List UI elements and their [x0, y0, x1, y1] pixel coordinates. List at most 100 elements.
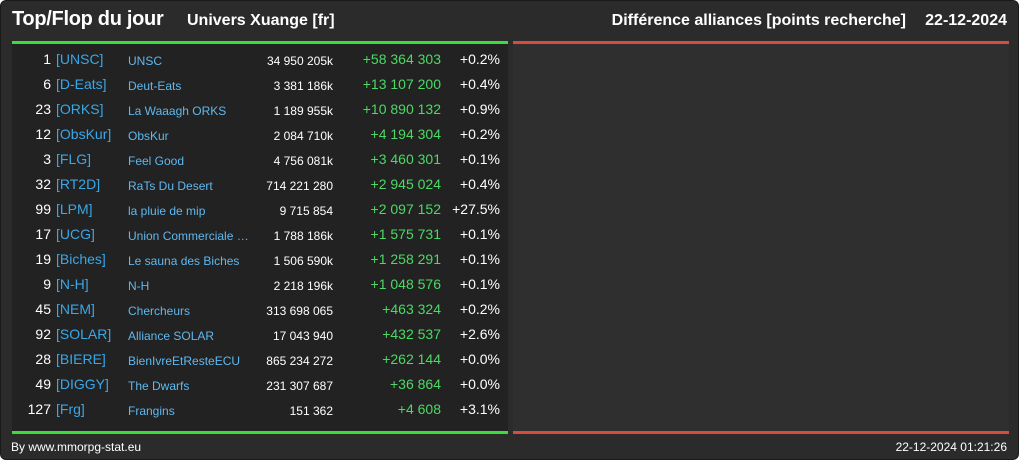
table-row: 45 [NEM] Chercheurs 313 698 065 +463 324 +0.2…: [12, 299, 508, 324]
rank-cell: 92: [35, 326, 51, 342]
flop-panel: [513, 44, 1009, 431]
percent-cell: +0.9%: [459, 101, 500, 117]
table-row: 3 [FLG] Feel Good 4 756 081k +3 460 301 +0.1%: [12, 149, 508, 174]
diff-cell: +4 608: [397, 401, 441, 417]
alliance-tag-link[interactable]: [DIGGY]: [56, 376, 109, 392]
diff-cell: +13 107 200: [362, 76, 441, 92]
table-row: 28 [BIERE] BienIvreEtResteECU 865 234 272 +2…: [12, 349, 508, 374]
table-row: 32 [RT2D] RaTs Du Desert 714 221 280 +2 945 …: [12, 174, 508, 199]
table-row: 19 [Biches] Le sauna des Biches 1 506 590k +…: [12, 249, 508, 274]
top-divider-top: [12, 41, 508, 44]
percent-cell: +0.2%: [459, 51, 500, 67]
date-label: 22-12-2024: [925, 12, 1007, 29]
points-cell: 313 698 065: [266, 304, 333, 318]
percent-cell: +0.0%: [459, 376, 500, 392]
percent-cell: +0.1%: [459, 276, 500, 292]
percent-cell: +0.1%: [459, 226, 500, 242]
rank-cell: 12: [35, 126, 51, 142]
percent-cell: +0.2%: [459, 126, 500, 142]
points-cell: 151 362: [289, 404, 333, 418]
top-divider-bottom: [12, 431, 508, 434]
alliance-tag-link[interactable]: [NEM]: [56, 301, 95, 317]
rank-cell: 127: [27, 401, 51, 417]
points-cell: 1 189 955k: [273, 104, 333, 118]
points-cell: 1 788 186k: [273, 229, 333, 243]
ranking-type-label: Différence alliances [points recherche]: [611, 12, 906, 29]
diff-cell: +1 575 731: [370, 226, 441, 242]
site-credit-link[interactable]: By www.mmorpg-stat.eu: [11, 440, 142, 454]
generated-timestamp: 22-12-2024 01:21:26: [895, 440, 1007, 454]
percent-cell: +3.1%: [459, 401, 500, 417]
points-cell: 34 950 205k: [266, 54, 333, 68]
table-row: 49 [DIGGY] The Dwarfs 231 307 687 +36 864 +0.…: [12, 374, 508, 399]
points-cell: 17 043 940: [272, 329, 333, 343]
percent-cell: +0.4%: [459, 176, 500, 192]
diff-cell: +432 537: [382, 326, 441, 342]
table-row: 23 [ORKS] La Waaagh ORKS 1 189 955k +10 890 …: [12, 99, 508, 124]
rank-cell: 32: [35, 176, 51, 192]
universe-label: Univers Xuange [fr]: [187, 12, 335, 29]
top-panel: 1 [UNSC] UNSC 34 950 205k +58 364 303 +0.2% 6[…: [12, 44, 508, 431]
percent-cell: +0.2%: [459, 301, 500, 317]
diff-cell: +3 460 301: [370, 151, 441, 167]
rank-cell: 99: [35, 201, 51, 217]
rank-cell: 45: [35, 301, 51, 317]
table-row: 9 [N-H] N-H 2 218 196k +1 048 576 +0.1%: [12, 274, 508, 299]
alliance-tag-link[interactable]: [Biches]: [56, 251, 106, 267]
alliance-tag-link[interactable]: [N-H]: [56, 276, 89, 292]
alliance-tag-link[interactable]: [ObsKur]: [56, 126, 112, 142]
points-cell: 865 234 272: [266, 354, 333, 368]
points-cell: 231 307 687: [266, 379, 333, 393]
table-row: 92 [SOLAR] Alliance SOLAR 17 043 940 +432 53…: [12, 324, 508, 349]
rank-cell: 1: [43, 51, 51, 67]
flop-divider-bottom: [513, 431, 1009, 434]
table-row: 127 [Frg] Frangins 151 362 +4 608 +3.1%: [12, 399, 508, 424]
alliance-tag-link[interactable]: [UNSC]: [56, 51, 104, 67]
table-row: 6 [D-Eats] Deut-Eats 3 381 186k +13 107 200 +…: [12, 74, 508, 99]
percent-cell: +27.5%: [452, 201, 500, 217]
table-row: 1 [UNSC] UNSC 34 950 205k +58 364 303 +0.2%: [12, 49, 508, 74]
rank-cell: 17: [35, 226, 51, 242]
alliance-tag-link[interactable]: [LPM]: [56, 201, 93, 217]
page-title: Top/Flop du jour: [12, 8, 164, 30]
percent-cell: +0.4%: [459, 76, 500, 92]
alliance-tag-link[interactable]: [D-Eats]: [56, 76, 107, 92]
alliance-tag-link[interactable]: [UCG]: [56, 226, 95, 242]
table-row: 17[UCG]Union Commerciale Galactique1 788…: [12, 224, 508, 249]
rank-cell: 9: [43, 276, 51, 292]
diff-cell: +10 890 132: [362, 101, 441, 117]
rank-cell: 49: [35, 376, 51, 392]
alliance-tag-link[interactable]: [RT2D]: [56, 176, 101, 192]
table-row: 99 [LPM] la pluie de mip 9 715 854 +2 097 15…: [12, 199, 508, 224]
diff-cell: +1 048 576: [370, 276, 441, 292]
points-cell: 2 084 710k: [273, 129, 333, 143]
points-cell: 4 756 081k: [273, 154, 333, 168]
table-row: 12 [ObsKur] ObsKur 2 084 710k +4 194 304 +0.2…: [12, 124, 508, 149]
alliance-tag-link[interactable]: [SOLAR]: [56, 326, 112, 342]
points-cell: 3 381 186k: [273, 79, 333, 93]
percent-cell: +0.1%: [459, 251, 500, 267]
rank-cell: 28: [35, 351, 51, 367]
percent-cell: +2.6%: [459, 326, 500, 342]
percent-cell: +0.1%: [459, 151, 500, 167]
diff-cell: +463 324: [382, 301, 441, 317]
diff-cell: +2 097 152: [370, 201, 441, 217]
points-cell: 9 715 854: [279, 204, 333, 218]
alliance-tag-link[interactable]: [ORKS]: [56, 101, 104, 117]
points-cell: 714 221 280: [266, 179, 333, 193]
top-list: 1 [UNSC] UNSC 34 950 205k +58 364 303 +0.2% 6[…: [12, 49, 508, 424]
points-cell: 2 218 196k: [273, 279, 333, 293]
percent-cell: +0.0%: [459, 351, 500, 367]
rank-cell: 3: [43, 151, 51, 167]
alliance-tag-link[interactable]: [FLG]: [56, 151, 92, 167]
rank-cell: 23: [35, 101, 51, 117]
flop-divider-top: [513, 41, 1009, 44]
alliance-tag-link[interactable]: [BIERE]: [56, 351, 106, 367]
diff-cell: +58 364 303: [362, 51, 441, 67]
diff-cell: +4 194 304: [370, 126, 441, 142]
diff-cell: +36 864: [390, 376, 441, 392]
diff-cell: +262 144: [382, 351, 441, 367]
diff-cell: +2 945 024: [370, 176, 441, 192]
alliance-tag-link[interactable]: [Frg]: [56, 401, 85, 417]
